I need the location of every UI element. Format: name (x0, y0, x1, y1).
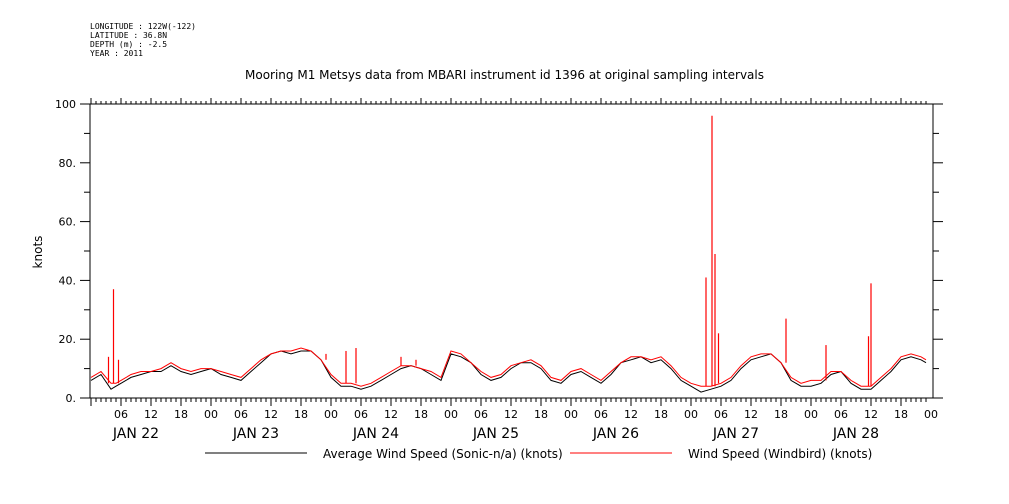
x-tick-label: 00 (324, 408, 338, 421)
y-tick-label: 20. (59, 333, 77, 346)
x-tick-label: 00 (924, 408, 938, 421)
series-group (90, 115, 927, 393)
x-tick-label: 12 (264, 408, 278, 421)
y-tick-label: 0. (66, 392, 77, 405)
x-tick-label: 06 (834, 408, 848, 421)
year-label: YEAR : 2011 (90, 49, 143, 58)
x-day-label: JAN 22 (112, 426, 159, 442)
x-tick-label: 00 (804, 408, 818, 421)
x-tick-label: 06 (594, 408, 608, 421)
x-day-label: JAN 28 (832, 426, 879, 442)
x-day-label: JAN 27 (712, 426, 759, 442)
y-tick-label: 60. (59, 216, 77, 229)
depth-label: DEPTH (m) : -2.5 (90, 40, 168, 49)
x-tick-label: 12 (384, 408, 398, 421)
x-day-label: JAN 24 (352, 426, 399, 442)
y-tick-label: 80. (59, 157, 77, 170)
legend: Average Wind Speed (Sonic-n/a) (knots) W… (205, 447, 872, 461)
x-tick-label: 18 (774, 408, 788, 421)
x-tick-label: 06 (714, 408, 728, 421)
x-tick-label: 06 (474, 408, 488, 421)
latitude-label: LATITUDE : 36.8N (90, 31, 168, 40)
x-tick-label: 12 (624, 408, 638, 421)
x-tick-label: 18 (654, 408, 668, 421)
x-tick-label: 18 (534, 408, 548, 421)
y-axis-label: knots (31, 236, 45, 269)
x-tick-label: 00 (684, 408, 698, 421)
x-tick-label: 18 (894, 408, 908, 421)
legend-label-average: Average Wind Speed (Sonic-n/a) (knots) (323, 447, 563, 461)
x-tick-label: 12 (744, 408, 758, 421)
chart-title: Mooring M1 Metsys data from MBARI instru… (245, 68, 764, 82)
x-tick-label: 18 (174, 408, 188, 421)
x-tick-label: 12 (144, 408, 158, 421)
x-tick-label: 06 (354, 408, 368, 421)
x-tick-label: 00 (564, 408, 578, 421)
y-tick-label: 100 (55, 98, 76, 111)
x-day-label: JAN 26 (592, 426, 639, 442)
x-tick-label: 12 (504, 408, 518, 421)
x-tick-label: 12 (864, 408, 878, 421)
axes-group: 0. 20. 40. 60. 80. 100 06 12 18 00 06 12 18 00 06 12 18 0… (55, 98, 943, 442)
plot-frame (89, 103, 934, 399)
x-day-label: JAN 25 (472, 426, 519, 442)
series-line-0 (90, 350, 927, 393)
y-tick-label: 40. (59, 274, 77, 287)
x-tick-label: 00 (444, 408, 458, 421)
longitude-label: LONGITUDE : 122W(-122) (90, 22, 196, 31)
legend-label-windbird: Wind Speed (Windbird) (knots) (688, 447, 872, 461)
series-line-1 (90, 347, 927, 387)
x-tick-label: 06 (234, 408, 248, 421)
x-tick-label: 18 (294, 408, 308, 421)
metadata-header: LONGITUDE : 122W(-122) LATITUDE : 36.8N … (90, 22, 196, 58)
x-tick-label: 18 (414, 408, 428, 421)
x-tick-label: 00 (204, 408, 218, 421)
x-day-label: JAN 23 (232, 426, 279, 442)
x-tick-label: 06 (114, 408, 128, 421)
